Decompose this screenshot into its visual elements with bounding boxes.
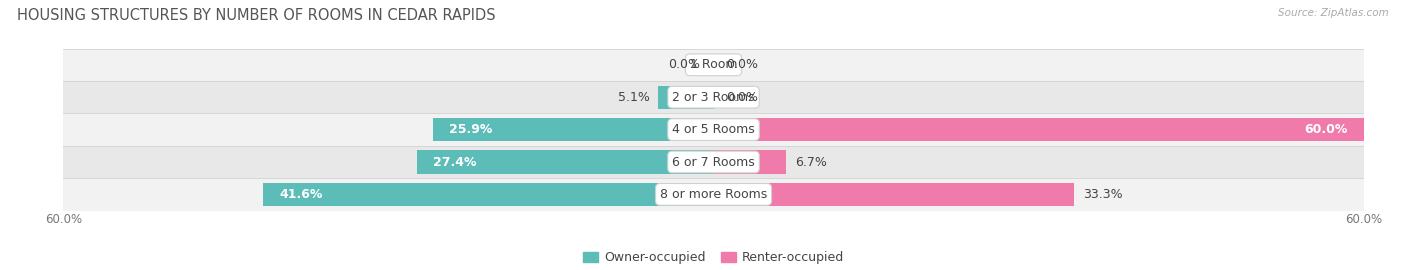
Text: 25.9%: 25.9% (449, 123, 492, 136)
Text: HOUSING STRUCTURES BY NUMBER OF ROOMS IN CEDAR RAPIDS: HOUSING STRUCTURES BY NUMBER OF ROOMS IN… (17, 8, 495, 23)
Text: 4 or 5 Rooms: 4 or 5 Rooms (672, 123, 755, 136)
Legend: Owner-occupied, Renter-occupied: Owner-occupied, Renter-occupied (578, 246, 849, 269)
Bar (63, 81, 1364, 113)
Text: 6.7%: 6.7% (794, 156, 827, 168)
Text: 8 or more Rooms: 8 or more Rooms (659, 188, 768, 201)
Text: 6 or 7 Rooms: 6 or 7 Rooms (672, 156, 755, 168)
Text: Source: ZipAtlas.com: Source: ZipAtlas.com (1278, 8, 1389, 18)
Bar (263, 183, 713, 206)
Text: 27.4%: 27.4% (433, 156, 477, 168)
Text: 0.0%: 0.0% (727, 58, 759, 71)
Bar (63, 178, 1364, 211)
Text: 41.6%: 41.6% (278, 188, 322, 201)
Bar (713, 150, 786, 174)
Bar (433, 118, 713, 141)
Text: 60.0%: 60.0% (1305, 123, 1347, 136)
Bar (63, 49, 1364, 81)
Text: 0.0%: 0.0% (668, 58, 700, 71)
Bar (416, 150, 713, 174)
Text: 2 or 3 Rooms: 2 or 3 Rooms (672, 91, 755, 104)
Bar (63, 146, 1364, 178)
Bar (713, 183, 1074, 206)
Text: 0.0%: 0.0% (727, 91, 759, 104)
Text: 33.3%: 33.3% (1083, 188, 1123, 201)
Bar (63, 113, 1364, 146)
Bar (658, 86, 713, 109)
Bar (713, 118, 1364, 141)
Text: 1 Room: 1 Room (690, 58, 737, 71)
Text: 5.1%: 5.1% (617, 91, 650, 104)
